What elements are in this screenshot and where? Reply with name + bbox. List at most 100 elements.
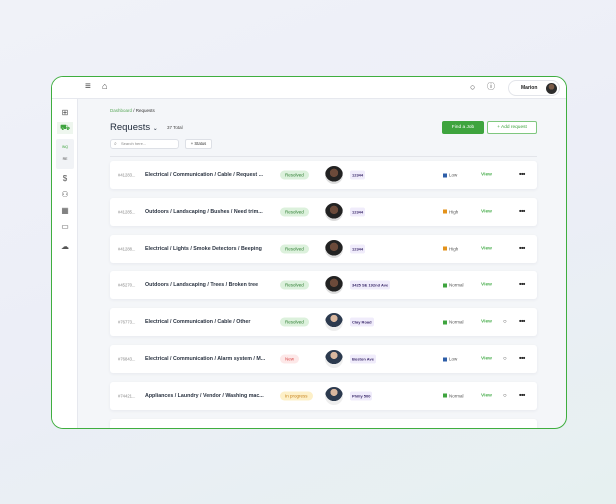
status-filter-button[interactable]: + Status <box>185 139 212 149</box>
location-tag: 12344 <box>350 207 366 217</box>
location-tag: 3425 SE 192nd Ave <box>350 280 391 290</box>
view-link[interactable]: View <box>481 246 492 252</box>
request-id: #41283... <box>118 172 136 178</box>
user-name: Marion <box>521 85 538 91</box>
sidebar-badge-inq[interactable]: INQ <box>61 145 69 149</box>
more-options-icon[interactable]: ••• <box>519 208 525 216</box>
dollar-icon[interactable]: $ <box>62 174 68 183</box>
request-title[interactable]: Electrical / Communication / Alarm syste… <box>145 356 266 362</box>
view-link[interactable]: View <box>481 282 492 288</box>
priority-label: Low <box>449 172 458 178</box>
status-badge: Resolved <box>280 280 309 290</box>
chat-icon[interactable]: ○ <box>503 356 507 362</box>
more-options-icon[interactable]: ••• <box>519 245 525 253</box>
requests-icon[interactable]: ⛟ <box>57 122 73 134</box>
priority: High <box>443 246 458 251</box>
priority: Low <box>443 173 457 178</box>
table-row[interactable]: #41283... Electrical / Communication / C… <box>110 161 537 189</box>
chat-icon[interactable]: ○ <box>503 392 507 399</box>
location-tag: Clay Road <box>350 317 374 327</box>
find-job-button[interactable]: Find a Job <box>442 121 484 134</box>
top-bar: ≡ ⌂ ○ ⓘ Marion <box>52 77 566 99</box>
help-icon[interactable]: ⓘ <box>487 82 495 91</box>
status-badge: Resolved <box>280 317 309 327</box>
page-title[interactable]: Requests ⌄ <box>110 122 158 133</box>
request-title[interactable]: Electrical / Communication / Cable / Oth… <box>145 319 251 326</box>
priority-label: Low <box>449 356 458 362</box>
user-menu[interactable]: Marion <box>508 80 560 96</box>
request-title[interactable]: Electrical / Lights / Smoke Detectors / … <box>145 245 262 252</box>
request-title[interactable]: Appliances / Laundry / Vendor / Washing … <box>145 392 264 399</box>
location-tag: Boston Ave <box>350 354 376 364</box>
more-options-icon[interactable]: ••• <box>519 171 525 179</box>
request-title[interactable]: Outdoors / Landscaping / Trees / Broken … <box>145 282 259 289</box>
assignee-avatar <box>325 239 343 258</box>
search-input[interactable]: ⌕ Search here... <box>110 139 179 149</box>
view-link[interactable]: View <box>481 393 492 399</box>
sidebar-group: INQ RE <box>56 139 74 169</box>
priority-label: Normal <box>449 393 464 399</box>
more-options-icon[interactable]: ••• <box>519 392 525 400</box>
chevron-down-icon: ⌄ <box>152 126 158 132</box>
priority: Normal <box>443 320 464 325</box>
total-count: 37 Total <box>167 125 183 130</box>
table-row[interactable]: #41285... Outdoors / Landscaping / Bushe… <box>110 197 537 226</box>
request-id: #45270... <box>118 282 136 288</box>
table-row[interactable]: #45270... Outdoors / Landscaping / Trees… <box>110 271 537 300</box>
request-id: #76773... <box>118 319 136 325</box>
priority: Low <box>443 357 457 362</box>
request-title[interactable]: Electrical / Communication / Cable / Req… <box>145 172 264 178</box>
view-link[interactable]: View <box>481 209 492 215</box>
more-options-icon[interactable]: ••• <box>519 281 525 289</box>
table-row[interactable]: #76773... Electrical / Communication / C… <box>110 308 537 337</box>
table-row[interactable]: #74421... Appliances / Laundry / Vendor … <box>110 381 537 410</box>
dashboard-icon[interactable]: ⊞ <box>61 108 69 117</box>
status-badge: New <box>280 354 300 364</box>
breadcrumb: Dashboard / Requests <box>110 108 155 113</box>
users-icon[interactable]: ⚇ <box>61 190 69 199</box>
location-tag: Philly 500 <box>350 391 373 401</box>
priority-indicator <box>443 357 447 361</box>
table-row[interactable]: #41288... Electrical / Lights / Smoke De… <box>110 234 537 263</box>
request-id: #41288... <box>118 246 136 252</box>
assignee-avatar <box>325 166 343 184</box>
app-window: ☁ ⊞ ⛟ INQ RE $ ⚇ ▦ ▭ ☁ ≡ ⌂ ○ ⓘ Marion Da… <box>51 76 567 429</box>
priority-indicator <box>443 209 447 214</box>
building-icon[interactable]: ⌂ <box>102 81 108 91</box>
menu-icon[interactable]: ≡ <box>85 81 91 92</box>
assignee-avatar <box>325 386 343 405</box>
priority-label: Normal <box>449 319 464 325</box>
status-badge: Resolved <box>280 244 309 254</box>
folder-icon[interactable]: ▭ <box>61 222 69 231</box>
priority: Normal <box>443 393 464 398</box>
priority-label: High <box>449 246 459 252</box>
breadcrumb-dashboard[interactable]: Dashboard <box>110 108 133 113</box>
divider <box>110 156 537 157</box>
view-link[interactable]: View <box>481 356 492 362</box>
more-options-icon[interactable]: ••• <box>519 318 525 326</box>
page-title-text: Requests <box>110 122 151 133</box>
table-row[interactable] <box>110 418 537 428</box>
add-request-button[interactable]: + Add request <box>487 121 537 134</box>
status-badge: Resolved <box>280 170 309 180</box>
calendar-icon[interactable]: ▦ <box>61 206 69 215</box>
request-id: #74421... <box>118 393 136 399</box>
priority-indicator <box>443 173 447 177</box>
cloud-upload-icon[interactable]: ☁ <box>61 242 69 251</box>
view-link[interactable]: View <box>481 319 492 325</box>
assignee-avatar <box>325 350 343 368</box>
priority: Normal <box>443 283 464 288</box>
view-link[interactable]: View <box>481 172 492 178</box>
search-icon: ⌕ <box>114 141 117 147</box>
request-id: #76843... <box>118 356 136 362</box>
status-badge: Resolved <box>280 207 309 217</box>
chat-icon[interactable]: ○ <box>503 319 507 326</box>
table-row[interactable]: #76843... Electrical / Communication / A… <box>110 345 537 373</box>
more-options-icon[interactable]: ••• <box>519 355 525 363</box>
sidebar-badge-re[interactable]: RE <box>62 157 68 161</box>
request-title[interactable]: Outdoors / Landscaping / Bushes / Need t… <box>145 208 263 215</box>
search-placeholder: Search here... <box>121 141 147 146</box>
priority-indicator <box>443 246 447 251</box>
chat-icon[interactable]: ○ <box>470 82 476 92</box>
location-tag: 12344 <box>350 170 366 180</box>
